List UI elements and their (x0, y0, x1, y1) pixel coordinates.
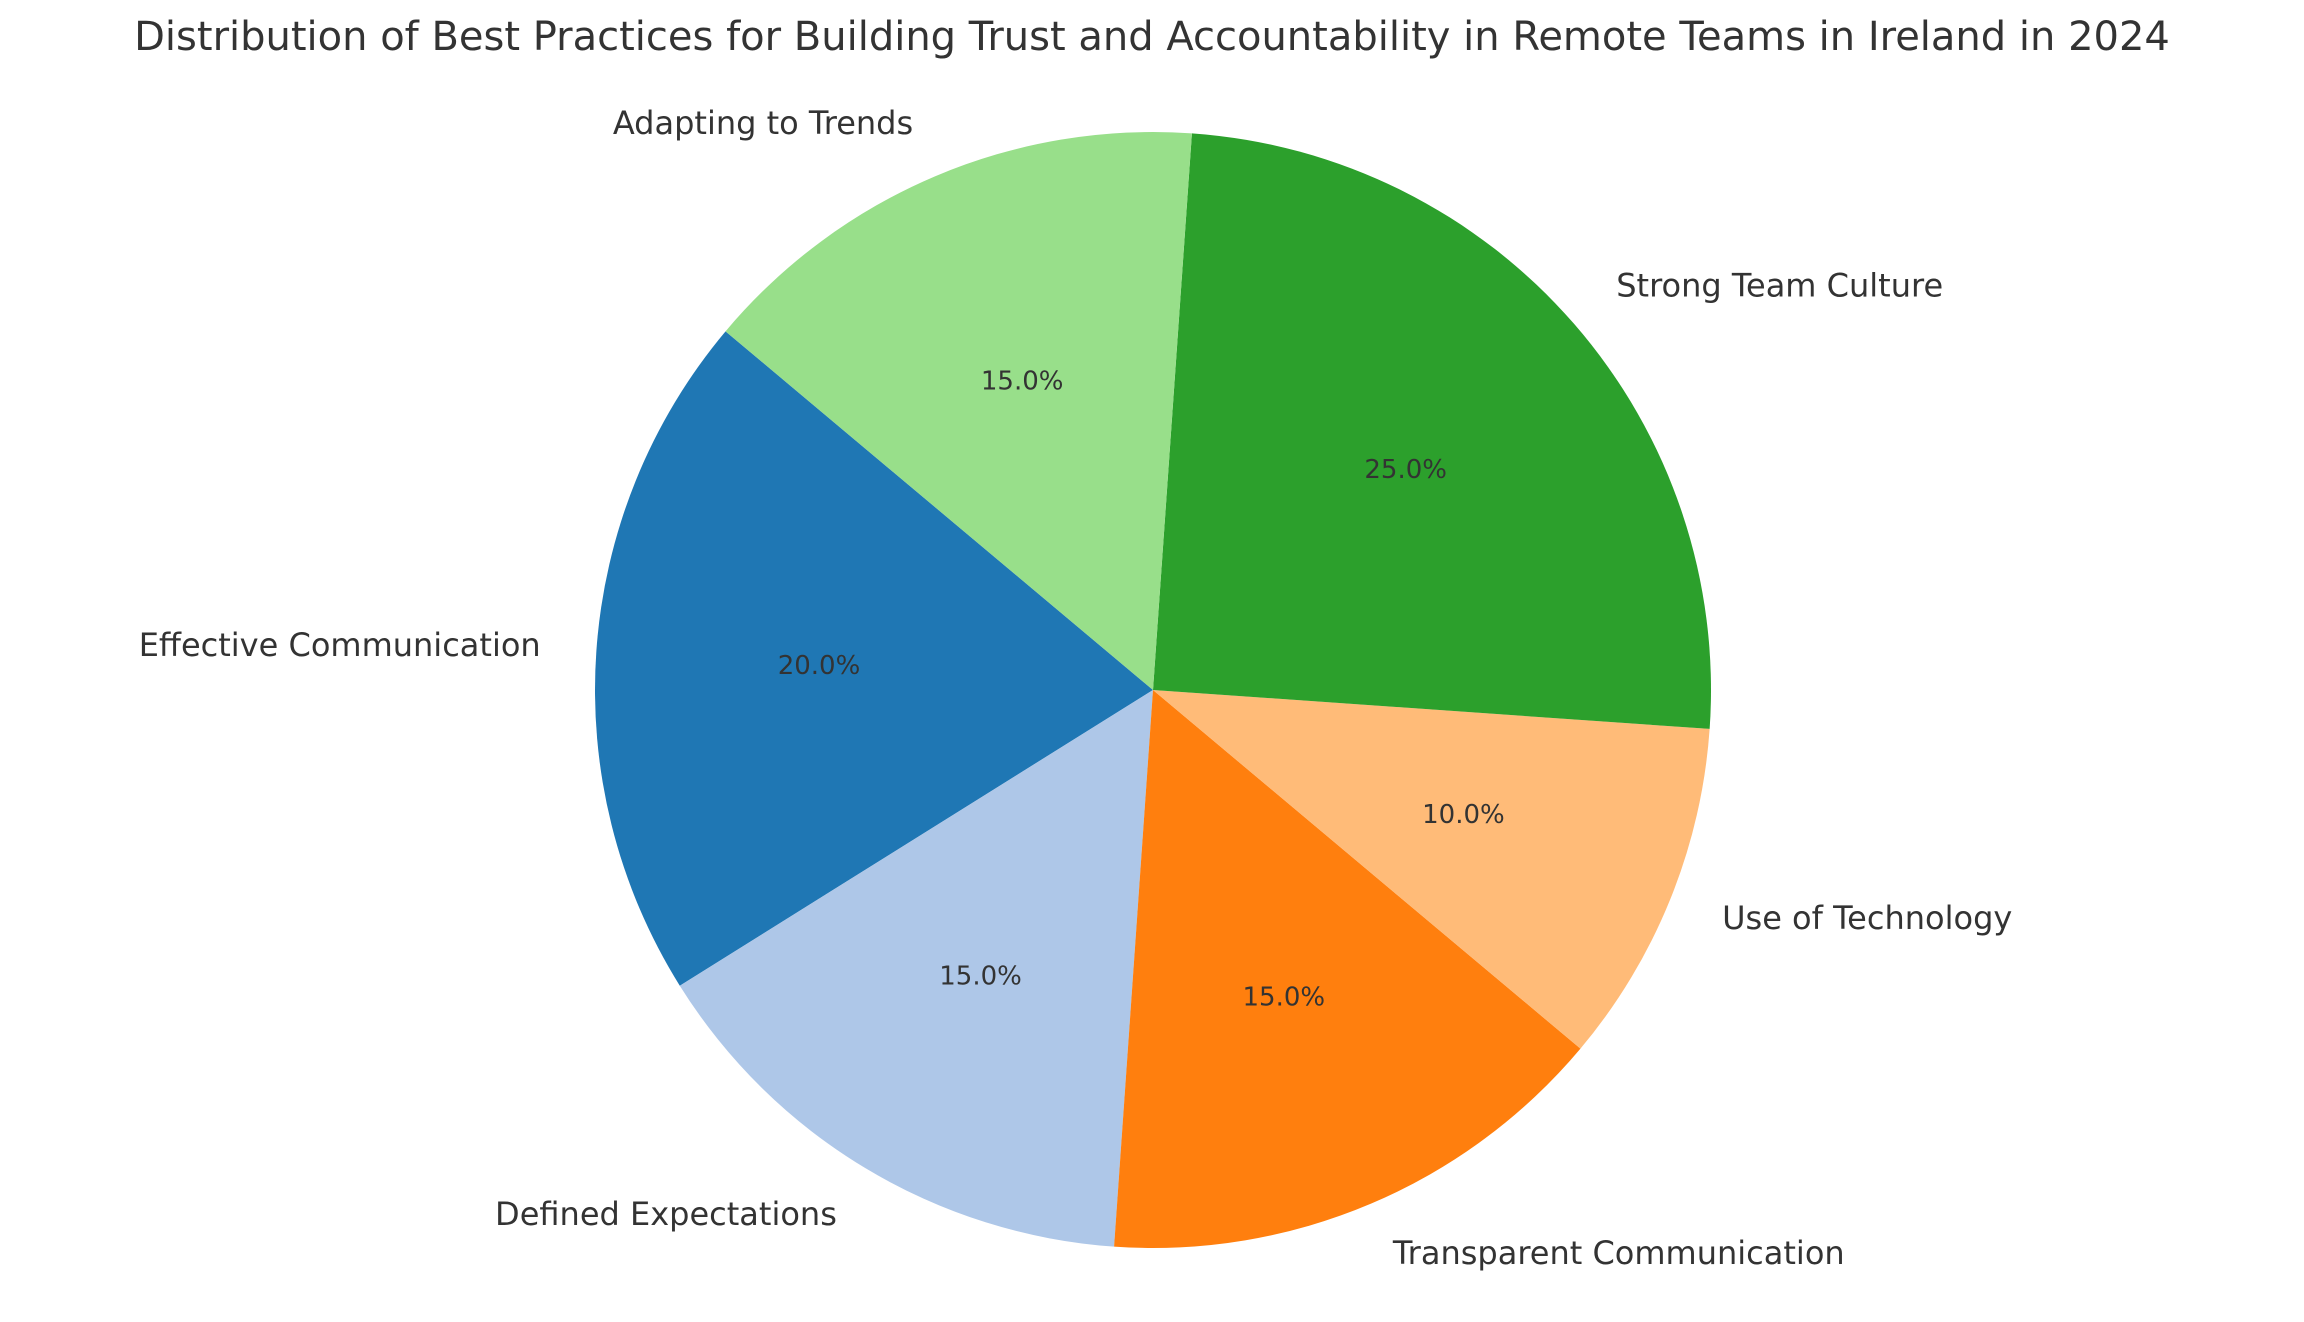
pie-slice-transparent-communication (1114, 690, 1581, 1248)
slice-label: Effective Communication (139, 626, 541, 664)
pie-slice-adapting-to-trends (725, 132, 1192, 690)
slice-percent-label: 10.0% (1422, 800, 1505, 830)
slice-percent-label: 15.0% (1243, 983, 1326, 1013)
chart-title: Distribution of Best Practices for Build… (134, 14, 2170, 60)
pie-labels: Effective Communication 20.0% Defined Expe… (139, 104, 2013, 1272)
slice-label: Use of Technology (1722, 899, 2012, 937)
slice-label: Transparent Communication (1392, 1234, 1845, 1272)
slice-label: Defined Expectations (495, 1195, 837, 1233)
slice-label: Adapting to Trends (613, 104, 913, 142)
slice-percent-label: 20.0% (778, 651, 861, 681)
pie-slice-effective-communication (595, 331, 1153, 986)
slice-percent-label: 15.0% (939, 961, 1022, 991)
pie-slices (595, 132, 1711, 1248)
slice-percent-label: 15.0% (981, 366, 1064, 396)
pie-slice-defined-expectations (679, 690, 1153, 1247)
pie-slice-use-of-technology (1153, 690, 1710, 1049)
pie-slice-strong-team-culture (1153, 133, 1711, 729)
slice-label: Strong Team Culture (1616, 266, 1943, 304)
slice-percent-label: 25.0% (1364, 455, 1447, 485)
